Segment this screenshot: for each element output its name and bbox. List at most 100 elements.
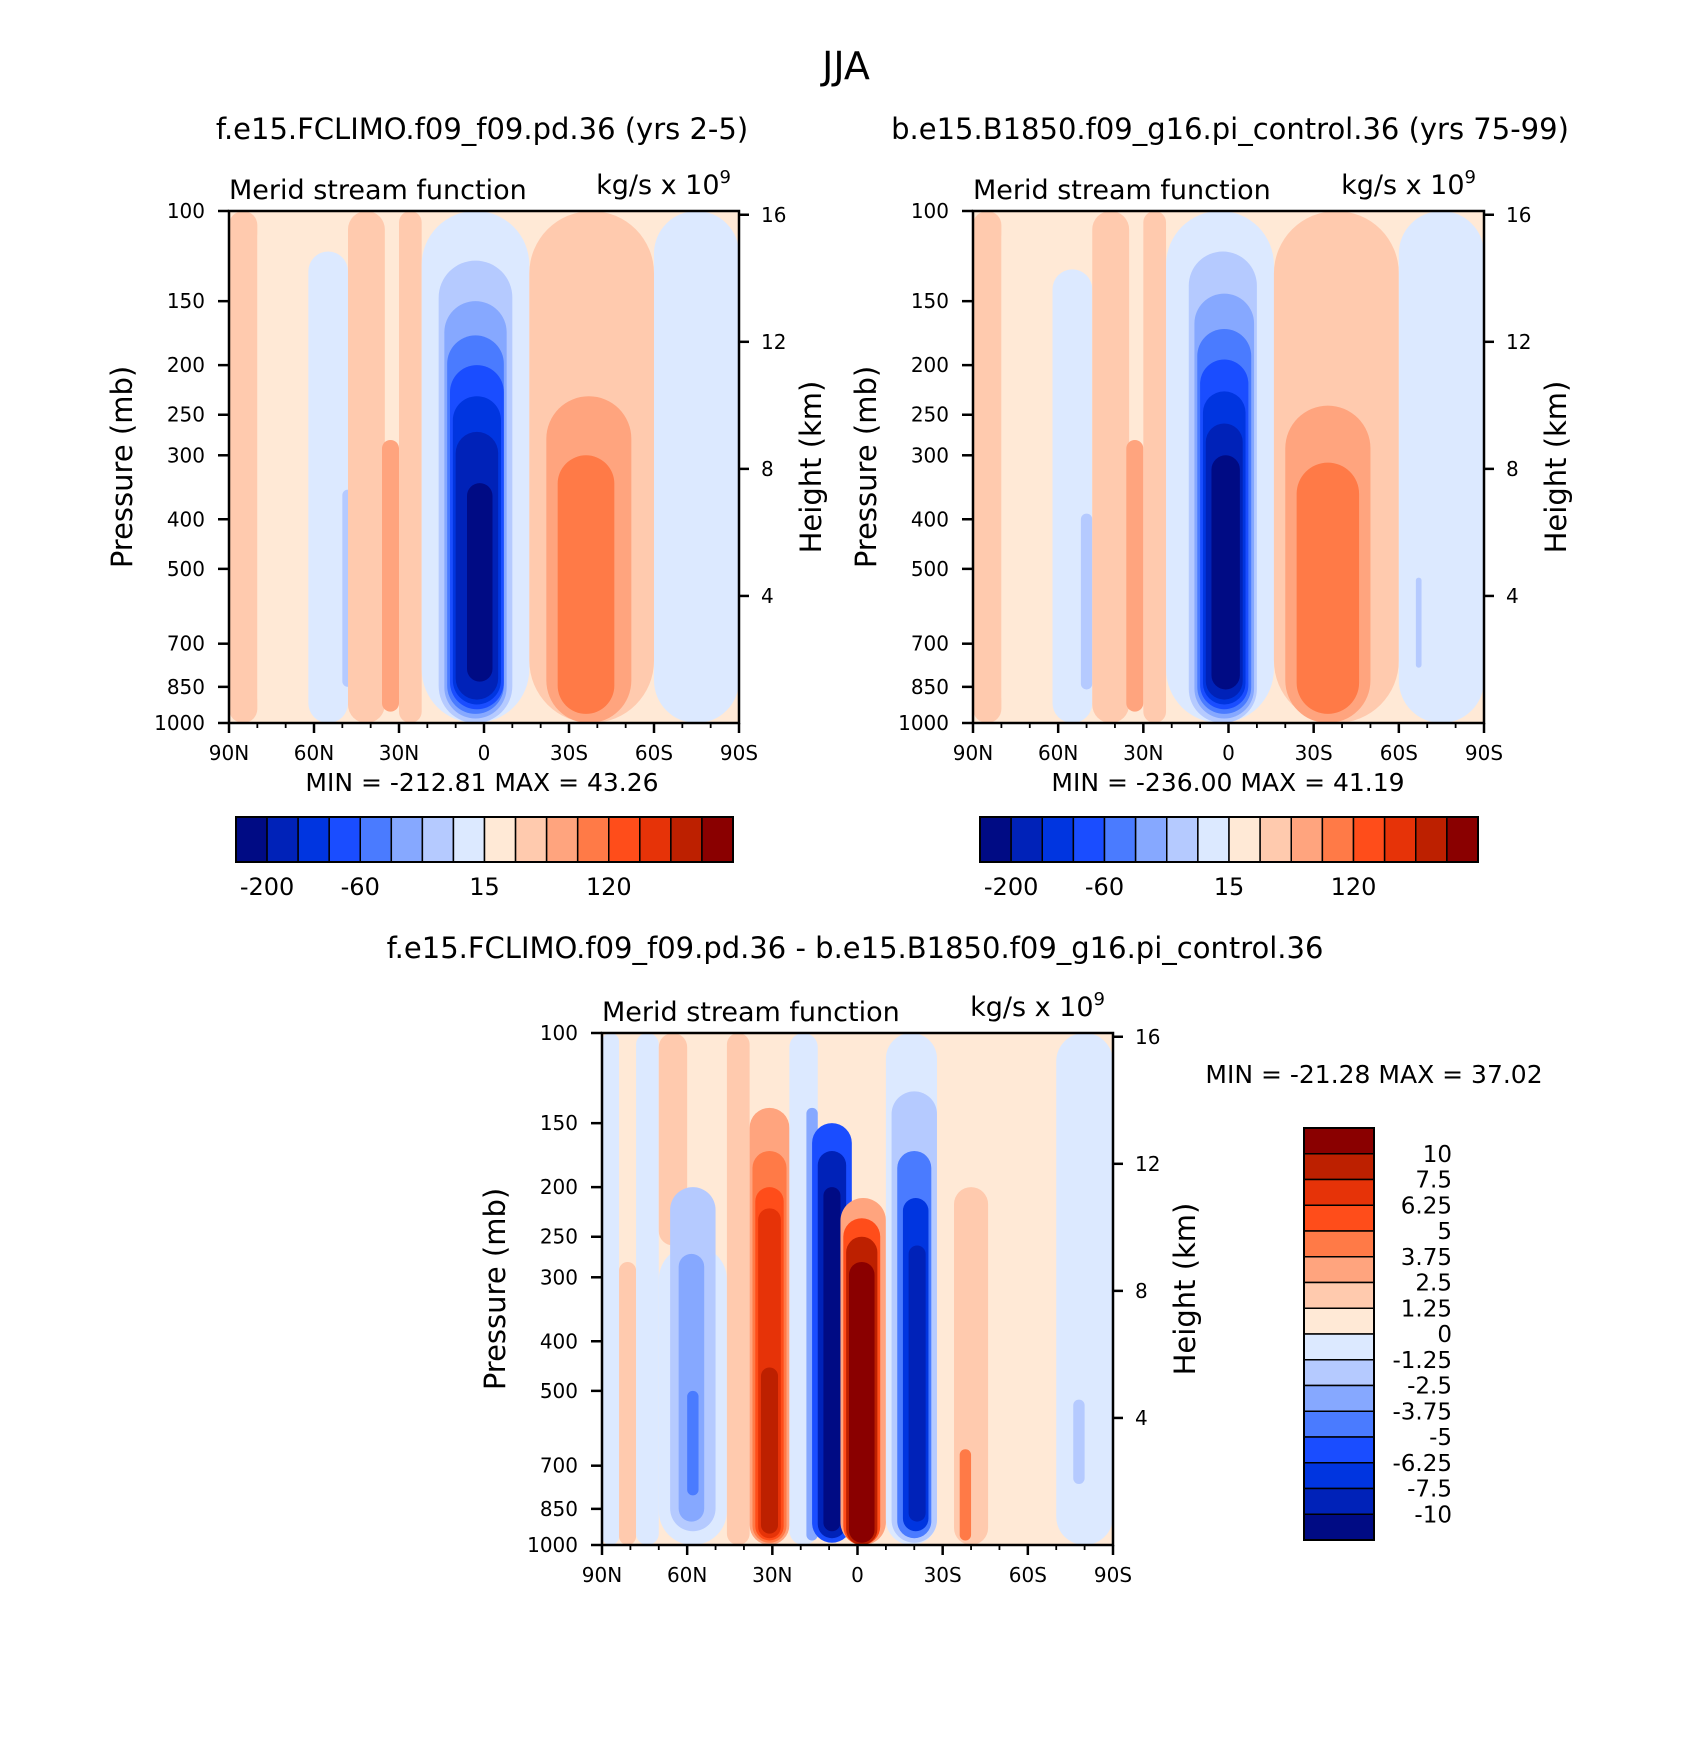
contour-region-33 — [1073, 1399, 1085, 1484]
y-axis-label: Pressure (mb) — [105, 366, 139, 568]
y-tick-label-300: 300 — [167, 443, 205, 467]
colorbar-label-15: 15 — [1214, 873, 1245, 901]
right-string-base: kg/s x 10 — [1341, 170, 1464, 201]
height-tick-label-16: 16 — [1135, 1025, 1160, 1049]
x-tick-label-30n: 30N — [379, 741, 419, 765]
colorbar-swatch-1 — [1303, 1127, 1375, 1155]
colorbar-label-5: -5 — [1429, 1425, 1452, 1451]
stream-function-field — [973, 211, 1484, 723]
y-tick-label-700: 700 — [540, 1454, 578, 1478]
contour-region-19 — [1398, 211, 1484, 723]
x-tick-label-60s: 60S — [1009, 1563, 1047, 1587]
colorbar-label-60: -60 — [341, 873, 380, 901]
panel-title: f.e15.FCLIMO.f09_f09.pd.36 (yrs 2-5) — [216, 112, 748, 146]
y-tick-label-100: 100 — [911, 199, 949, 223]
y-tick-label-250: 250 — [540, 1225, 578, 1249]
contour-region-15 — [1211, 455, 1240, 690]
panel-layer: f.e15.FCLIMO.f09_f09.pd.36 (yrs 2-5) Meri… — [105, 112, 1573, 1587]
y-tick-label-100: 100 — [167, 199, 205, 223]
y-tick-label-200: 200 — [167, 353, 205, 377]
colorbar-swatch-15 — [670, 816, 703, 863]
y-tick-label-300: 300 — [911, 443, 949, 467]
y-tick-label-700: 700 — [167, 632, 205, 656]
colorbar-label-120: 120 — [586, 873, 632, 901]
height-tick-label-12: 12 — [1135, 1152, 1160, 1176]
contour-region-2 — [1001, 211, 1053, 723]
colorbar-label-200: -200 — [984, 873, 1038, 901]
colorbar-swatch-8 — [452, 816, 486, 863]
contour-region-7 — [399, 211, 422, 723]
y-axis-label-right: Height (km) — [1539, 381, 1573, 554]
colorbar-label-10: -10 — [1414, 1502, 1452, 1528]
colorbar-label-6-25: -6.25 — [1392, 1451, 1452, 1477]
contour-region-2 — [257, 211, 309, 723]
colorbar-frame — [979, 816, 1479, 863]
y-tick-label-250: 250 — [911, 403, 949, 427]
height-tick-label-8: 8 — [1135, 1279, 1148, 1303]
x-tick-label-30n: 30N — [752, 1563, 792, 1587]
colorbar-swatch-5 — [1303, 1230, 1375, 1258]
colorbar-swatch-4 — [1072, 816, 1106, 863]
colorbar-swatch-12 — [576, 816, 610, 863]
x-tick-label-0: 0 — [1222, 741, 1235, 765]
y-tick-label-100: 100 — [540, 1021, 578, 1045]
colorbar-swatch-13 — [1303, 1436, 1375, 1464]
x-tick-label-90s: 90S — [1465, 741, 1503, 765]
colorbar-frame — [235, 816, 734, 863]
height-tick-label-8: 8 — [761, 457, 774, 481]
y-tick-label-150: 150 — [540, 1111, 578, 1135]
colorbar-swatch-15 — [1415, 816, 1448, 863]
right-string: kg/s x 109 — [596, 167, 731, 201]
colorbar-label-10: 10 — [1423, 1142, 1452, 1168]
contour-region-18 — [557, 455, 615, 714]
x-tick-label-90s: 90S — [720, 741, 758, 765]
colorbar-swatch-4 — [1303, 1204, 1375, 1232]
y-tick-label-1000: 1000 — [154, 711, 205, 735]
right-string: kg/s x 109 — [970, 989, 1105, 1023]
colorbar-label-3-75: -3.75 — [1392, 1399, 1452, 1425]
left-string: Merid stream function — [229, 175, 527, 206]
colorbar-swatch-6 — [1134, 816, 1168, 863]
x-tick-label-90n: 90N — [582, 1563, 622, 1587]
y-tick-label-500: 500 — [540, 1379, 578, 1403]
colorbar-label-3-75: 3.75 — [1401, 1245, 1452, 1271]
contour-region-19 — [654, 211, 739, 723]
contour-region-8 — [687, 1390, 699, 1496]
colorbar-swatch-7 — [1166, 816, 1199, 863]
colorbar-swatch-15 — [1303, 1487, 1375, 1515]
colorbar-swatch-9 — [1303, 1333, 1375, 1361]
y-tick-label-700: 700 — [911, 632, 949, 656]
x-tick-label-60s: 60S — [1380, 741, 1418, 765]
colorbar-label-2-5: -2.5 — [1407, 1374, 1452, 1400]
height-tick-label-12: 12 — [1506, 330, 1531, 354]
contour-region-23 — [848, 1261, 875, 1543]
colorbar-label-200: -200 — [240, 873, 294, 901]
height-tick-label-4: 4 — [1506, 584, 1519, 608]
x-tick-label-90n: 90N — [953, 741, 993, 765]
colorbar-swatch-7 — [421, 816, 455, 863]
colorbar-swatch-3 — [1041, 816, 1075, 863]
colorbar-swatch-1 — [235, 816, 268, 863]
colorbar-swatch-6 — [1303, 1256, 1375, 1284]
colorbar-swatch-12 — [1303, 1410, 1375, 1438]
x-tick-label-30n: 30N — [1123, 741, 1163, 765]
colorbar-swatch-9 — [483, 816, 517, 863]
y-axis-label: Pressure (mb) — [478, 1188, 512, 1390]
panel-title: f.e15.FCLIMO.f09_f09.pd.36 - b.e15.B1850… — [387, 931, 1324, 965]
x-tick-label-90s: 90S — [1094, 1563, 1132, 1587]
height-tick-label-12: 12 — [761, 330, 786, 354]
colorbar-label-7-5: -7.5 — [1407, 1477, 1452, 1503]
right-string: kg/s x 109 — [1341, 167, 1476, 201]
height-tick-label-8: 8 — [1506, 457, 1519, 481]
page-title: JJA — [820, 44, 870, 88]
y-tick-label-400: 400 — [911, 507, 949, 531]
colorbar-swatch-2 — [1303, 1153, 1375, 1181]
colorbar-swatch-5 — [1103, 816, 1137, 863]
contour-region-1 — [602, 1033, 620, 1545]
x-tick-label-60s: 60S — [635, 741, 673, 765]
colorbar-label-2-5: 2.5 — [1415, 1271, 1452, 1297]
left-string: Merid stream function — [602, 997, 900, 1028]
x-tick-label-60n: 60N — [294, 741, 334, 765]
colorbar-swatch-11 — [1303, 1384, 1375, 1412]
colorbar-swatch-11 — [545, 816, 579, 863]
